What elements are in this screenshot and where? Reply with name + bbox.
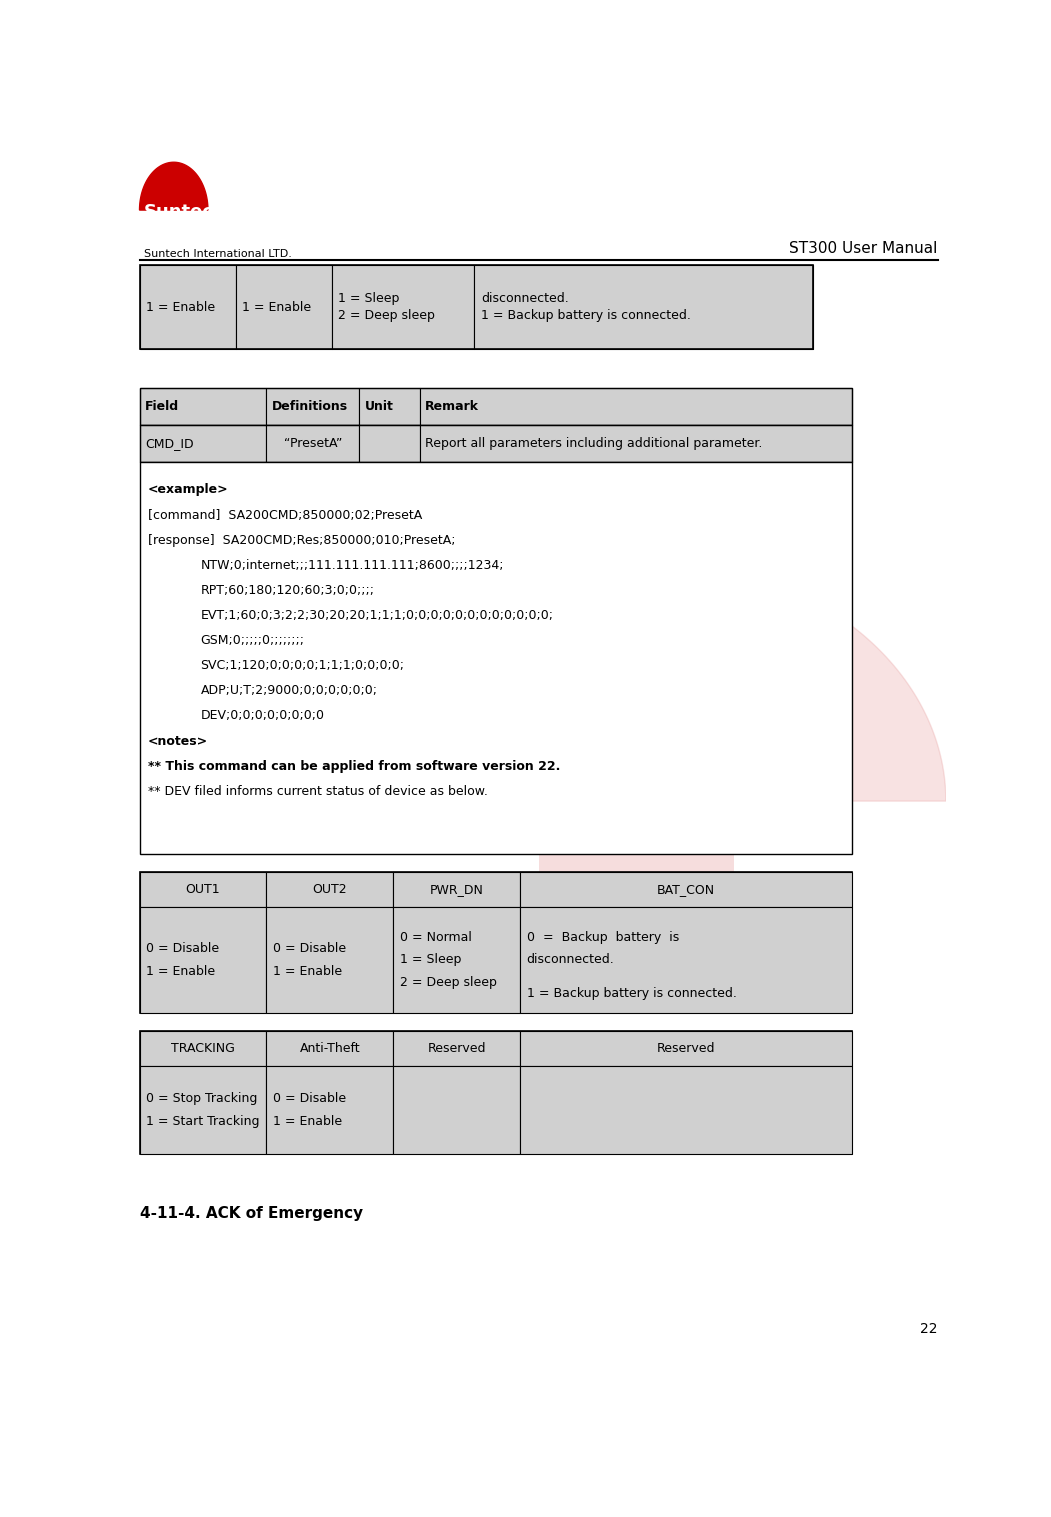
Text: 0 = Disable: 0 = Disable xyxy=(273,1092,346,1104)
Text: Reserved: Reserved xyxy=(428,1042,486,1056)
Text: <notes>: <notes> xyxy=(147,734,208,748)
Text: 1 = Backup battery is connected.: 1 = Backup battery is connected. xyxy=(481,309,691,322)
FancyBboxPatch shape xyxy=(419,388,852,425)
FancyBboxPatch shape xyxy=(140,907,266,1012)
Text: Reserved: Reserved xyxy=(657,1042,716,1056)
Text: 0  =  Backup  battery  is: 0 = Backup battery is xyxy=(527,931,679,944)
FancyBboxPatch shape xyxy=(140,265,235,349)
FancyBboxPatch shape xyxy=(142,240,173,244)
Text: EVT;1;60;0;3;2;2;30;20;20;1;1;1;0;0;0;0;0;0;0;0;0;0;0;0;: EVT;1;60;0;3;2;2;30;20;20;1;1;1;0;0;0;0;… xyxy=(201,608,554,622)
Text: <example>: <example> xyxy=(147,484,228,496)
Text: Remark: Remark xyxy=(426,400,479,413)
FancyBboxPatch shape xyxy=(140,463,852,854)
Text: Definitions: Definitions xyxy=(272,400,348,413)
Text: Suntech: Suntech xyxy=(144,203,226,221)
FancyBboxPatch shape xyxy=(393,1032,520,1066)
Text: BAT_CON: BAT_CON xyxy=(657,883,716,897)
Text: 2 = Deep sleep: 2 = Deep sleep xyxy=(399,975,497,989)
Text: NTW;0;internet;;;111.111.111.111;8600;;;;1234;: NTW;0;internet;;;111.111.111.111;8600;;;… xyxy=(201,558,504,572)
Text: 0 = Stop Tracking: 0 = Stop Tracking xyxy=(146,1092,257,1104)
Text: 0 = Normal: 0 = Normal xyxy=(399,931,472,944)
Text: Unit: Unit xyxy=(365,400,394,413)
Text: Suntech International LTD.: Suntech International LTD. xyxy=(144,249,291,258)
Text: 0 = Disable: 0 = Disable xyxy=(146,942,220,956)
FancyBboxPatch shape xyxy=(140,1032,852,1154)
Text: 1 = Sleep: 1 = Sleep xyxy=(338,291,399,305)
Text: PWR_DN: PWR_DN xyxy=(430,883,483,897)
Text: Anti-Theft: Anti-Theft xyxy=(300,1042,360,1056)
Text: 1 = Start Tracking: 1 = Start Tracking xyxy=(146,1115,260,1129)
FancyBboxPatch shape xyxy=(539,974,734,1000)
Polygon shape xyxy=(140,162,208,209)
Text: TRACKING: TRACKING xyxy=(171,1042,234,1056)
Text: OUT2: OUT2 xyxy=(312,883,347,897)
FancyBboxPatch shape xyxy=(539,810,734,836)
FancyBboxPatch shape xyxy=(142,223,173,228)
Text: GSM;0;;;;;0;;;;;;;;: GSM;0;;;;;0;;;;;;;; xyxy=(201,634,305,648)
Text: OUT1: OUT1 xyxy=(186,883,221,897)
Text: 1 = Enable: 1 = Enable xyxy=(146,300,215,314)
Text: 0 = Disable: 0 = Disable xyxy=(273,942,346,956)
FancyBboxPatch shape xyxy=(140,872,852,1012)
Text: Report all parameters including additional parameter.: Report all parameters including addition… xyxy=(426,437,763,451)
FancyBboxPatch shape xyxy=(520,1066,852,1154)
Text: [command]  SA200CMD;850000;02;PresetA: [command] SA200CMD;850000;02;PresetA xyxy=(147,508,421,522)
Text: 1 = Enable: 1 = Enable xyxy=(273,1115,342,1129)
Text: 22: 22 xyxy=(921,1323,937,1336)
FancyBboxPatch shape xyxy=(332,265,474,349)
FancyBboxPatch shape xyxy=(359,388,419,425)
FancyBboxPatch shape xyxy=(140,1066,266,1154)
FancyBboxPatch shape xyxy=(393,872,520,907)
FancyBboxPatch shape xyxy=(266,425,359,463)
FancyBboxPatch shape xyxy=(142,231,173,235)
FancyBboxPatch shape xyxy=(419,425,852,463)
FancyBboxPatch shape xyxy=(142,215,173,220)
FancyBboxPatch shape xyxy=(520,907,852,1012)
FancyBboxPatch shape xyxy=(140,1032,266,1066)
Text: ADP;U;T;2;9000;0;0;0;0;0;0;: ADP;U;T;2;9000;0;0;0;0;0;0; xyxy=(201,684,377,698)
Text: 1 = Backup battery is connected.: 1 = Backup battery is connected. xyxy=(527,986,737,1000)
FancyBboxPatch shape xyxy=(140,425,266,463)
Text: ** DEV filed informs current status of device as below.: ** DEV filed informs current status of d… xyxy=(147,784,488,798)
Text: 2 = Deep sleep: 2 = Deep sleep xyxy=(338,309,435,322)
FancyBboxPatch shape xyxy=(140,388,266,425)
FancyBboxPatch shape xyxy=(266,907,393,1012)
FancyBboxPatch shape xyxy=(266,1066,393,1154)
FancyBboxPatch shape xyxy=(393,907,520,1012)
Text: disconnected.: disconnected. xyxy=(527,954,615,966)
FancyBboxPatch shape xyxy=(266,388,359,425)
Text: “PresetA”: “PresetA” xyxy=(284,437,342,451)
Text: ** This command can be applied from software version 22.: ** This command can be applied from soft… xyxy=(147,760,560,772)
Text: disconnected.: disconnected. xyxy=(481,291,569,305)
FancyBboxPatch shape xyxy=(520,1032,852,1066)
Text: 1 = Enable: 1 = Enable xyxy=(146,965,215,977)
FancyBboxPatch shape xyxy=(539,851,734,877)
FancyBboxPatch shape xyxy=(266,872,393,907)
FancyBboxPatch shape xyxy=(235,265,332,349)
Text: 1 = Enable: 1 = Enable xyxy=(273,965,342,977)
Text: CMD_ID: CMD_ID xyxy=(145,437,193,451)
Text: 4-11-4. ACK of Emergency: 4-11-4. ACK of Emergency xyxy=(140,1206,363,1221)
Text: 1 = Enable: 1 = Enable xyxy=(242,300,311,314)
FancyBboxPatch shape xyxy=(140,872,266,907)
FancyBboxPatch shape xyxy=(393,1066,520,1154)
Text: [response]  SA200CMD;Res;850000;010;PresetA;: [response] SA200CMD;Res;850000;010;Prese… xyxy=(147,534,455,546)
Text: RPT;60;180;120;60;3;0;0;;;;: RPT;60;180;120;60;3;0;0;;;; xyxy=(201,584,374,596)
FancyBboxPatch shape xyxy=(520,872,852,907)
FancyBboxPatch shape xyxy=(266,1032,393,1066)
Polygon shape xyxy=(327,557,946,801)
Text: DEV;0;0;0;0;0;0;0;0: DEV;0;0;0;0;0;0;0;0 xyxy=(201,710,325,722)
FancyBboxPatch shape xyxy=(359,425,419,463)
FancyBboxPatch shape xyxy=(539,892,734,918)
FancyBboxPatch shape xyxy=(539,933,734,959)
Text: ST300 User Manual: ST300 User Manual xyxy=(789,241,937,256)
FancyBboxPatch shape xyxy=(474,265,813,349)
Text: 1 = Sleep: 1 = Sleep xyxy=(399,954,461,966)
Text: SVC;1;120;0;0;0;0;1;1;1;0;0;0;0;: SVC;1;120;0;0;0;0;1;1;1;0;0;0;0; xyxy=(201,660,405,672)
Text: Field: Field xyxy=(145,400,180,413)
